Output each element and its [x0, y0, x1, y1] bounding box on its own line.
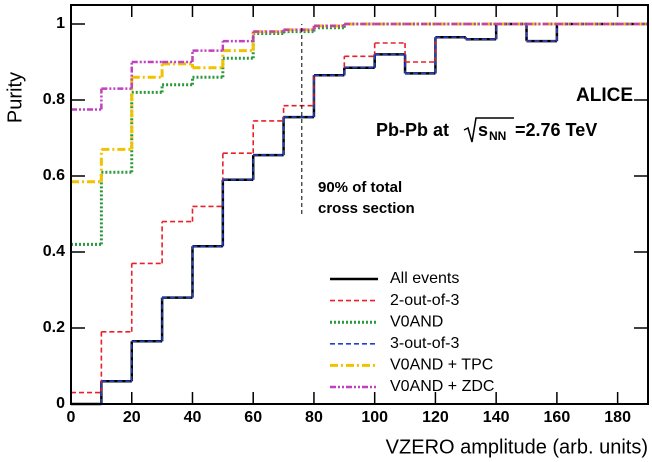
x-tick-label: 40 [184, 409, 202, 426]
energy-label: Pb-Pb at s NN =2.76 TeV [376, 117, 597, 143]
legend-label: V0AND + ZDC [390, 378, 494, 395]
series [71, 22, 648, 111]
energy-symbol: s [478, 120, 488, 140]
x-tick-label: 120 [422, 409, 449, 426]
energy-subscript: NN [489, 129, 506, 143]
x-tick-label: 20 [123, 409, 141, 426]
y-tick-label: 0.4 [43, 243, 65, 260]
x-tick-label: 80 [305, 409, 323, 426]
x-axis-label: VZERO amplitude (arb. units) [386, 436, 648, 458]
legend-label: V0AND [390, 313, 443, 330]
y-tick-label: 0.8 [43, 91, 65, 108]
legend-label: V0AND + TPC [390, 357, 493, 374]
x-tick-label: 60 [244, 409, 262, 426]
x-tick-label: 140 [483, 409, 510, 426]
x-tick-label: 0 [67, 409, 76, 426]
legend-label: 3-out-of-3 [390, 335, 459, 352]
series [71, 23, 648, 405]
energy-suffix: =2.76 TeV [515, 120, 597, 140]
legend-label: All events [390, 270, 459, 287]
cross-section-label: cross section [318, 200, 415, 217]
legend-label: 2-out-of-3 [390, 292, 459, 309]
y-tick-label: 0.6 [43, 167, 65, 184]
plot-frame [70, 4, 649, 405]
x-tick-label: 180 [604, 409, 631, 426]
energy-prefix: Pb-Pb at [376, 120, 449, 140]
y-tick-label: 0 [56, 395, 65, 412]
y-tick-label: 1 [56, 15, 65, 32]
y-tick-label: 0.2 [43, 319, 65, 336]
experiment-label: ALICE [576, 85, 633, 106]
cross-section-label: 90% of total [318, 179, 402, 196]
series [71, 22, 648, 184]
x-tick-label: 100 [361, 409, 388, 426]
y-axis-label: Purity [4, 72, 26, 123]
sqrt-sign [463, 117, 514, 143]
x-tick-label: 160 [544, 409, 571, 426]
